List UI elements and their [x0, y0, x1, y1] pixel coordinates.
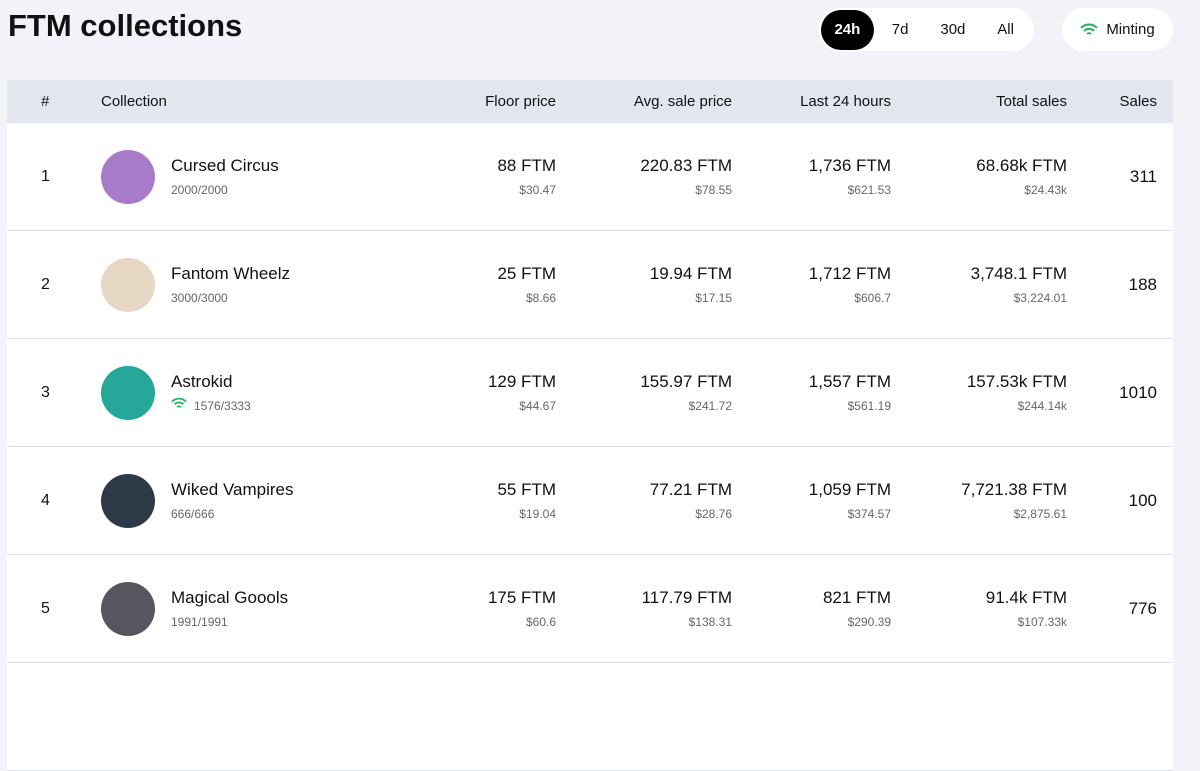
usd-total: $2,875.61 [1013, 507, 1067, 521]
collection-supply: 1576/3333 [194, 399, 251, 413]
rank: 2 [41, 276, 50, 293]
sales: 1010 [1119, 383, 1157, 402]
usd-total: $244.14k [1017, 399, 1067, 413]
table-header: # Collection Floor price Avg. sale price… [7, 80, 1173, 123]
period-button[interactable]: All [997, 20, 1014, 38]
collection-name: Magical Goools [171, 588, 289, 607]
table-row[interactable]: 2 Fantom Wheelz 3000/3000 25 FTM $8.66 19.94 … [7, 231, 1173, 339]
value-last24: 821 FTM [822, 588, 891, 607]
page: FTM collections 24h 7d 30d All Minting #… [7, 8, 1173, 771]
value-last24: 1,736 FTM [808, 156, 891, 175]
value-total: 157.53k FTM [966, 372, 1067, 391]
value-total: 91.4k FTM [985, 588, 1067, 607]
usd-total: $107.33k [1017, 615, 1067, 629]
rank: 1 [41, 168, 50, 185]
table-row[interactable]: 4 Wiked Vampires 666/666 55 FTM $19.04 77.21 … [7, 447, 1173, 555]
collection-supply: 1991/1991 [171, 615, 228, 629]
value-avg: 117.79 FTM [641, 588, 732, 607]
value-last24: 1,059 FTM [808, 480, 891, 499]
value-floor: 55 FTM [497, 480, 556, 499]
sales: 311 [1129, 167, 1157, 186]
usd-last24: $606.7 [854, 291, 891, 305]
value-avg: 19.94 FTM [649, 264, 732, 283]
value-avg: 220.83 FTM [640, 156, 732, 175]
value-floor: 88 FTM [497, 156, 556, 175]
period-button[interactable]: 7d [891, 20, 909, 38]
column-header: # [41, 93, 50, 110]
table-row[interactable]: 1 Cursed Circus 2000/2000 88 FTM $30.47 220.8… [7, 123, 1173, 231]
collection-avatar [101, 258, 155, 312]
collection-supply: 3000/3000 [171, 291, 228, 305]
period-button[interactable]: 30d [940, 20, 966, 38]
minting-icon [171, 397, 187, 415]
period-selector: 24h 7d 30d All [819, 8, 1034, 51]
column-header: Collection [101, 93, 167, 110]
value-avg: 77.21 FTM [649, 480, 732, 499]
sales: 188 [1128, 275, 1157, 294]
value-floor: 25 FTM [497, 264, 556, 283]
usd-avg: $17.15 [695, 291, 732, 305]
column-header: Last 24 hours [800, 93, 891, 110]
usd-total: $24.43k [1024, 183, 1067, 197]
value-floor: 129 FTM [487, 372, 556, 391]
rank: 3 [41, 384, 50, 401]
usd-floor: $60.6 [525, 615, 556, 629]
period-button[interactable]: 24h [821, 9, 874, 50]
collection-avatar [101, 474, 155, 528]
minting-button[interactable]: Minting [1062, 8, 1173, 51]
usd-total: $3,224.01 [1013, 291, 1067, 305]
table-row[interactable]: 5 Magical Goools 1991/1991 175 FTM $60.6 117.… [7, 555, 1173, 663]
rank: 4 [41, 492, 50, 509]
column-header: Floor price [485, 93, 556, 110]
collection-avatar [101, 366, 155, 420]
table-row-partial [7, 663, 1173, 771]
value-last24: 1,557 FTM [808, 372, 891, 391]
value-total: 7,721.38 FTM [961, 480, 1067, 499]
usd-avg: $241.72 [688, 399, 732, 413]
table-row[interactable]: 3 Astrokid 1576/3333 129 FTM $44.67 155.97 FT… [7, 339, 1173, 447]
usd-floor: $44.67 [519, 399, 556, 413]
usd-floor: $19.04 [519, 507, 556, 521]
value-last24: 1,712 FTM [808, 264, 891, 283]
collection-name: Cursed Circus [171, 156, 279, 175]
collection-supply: 666/666 [171, 507, 215, 521]
usd-avg: $28.76 [695, 507, 732, 521]
column-header: Avg. sale price [633, 93, 732, 110]
collection-supply: 2000/2000 [171, 183, 228, 197]
wifi-icon [1080, 23, 1099, 35]
usd-last24: $374.57 [847, 507, 891, 521]
column-header: Sales [1119, 93, 1157, 110]
column-header: Total sales [996, 93, 1067, 110]
value-avg: 155.97 FTM [640, 372, 732, 391]
rank: 5 [41, 600, 50, 617]
usd-last24: $290.39 [847, 615, 891, 629]
sales: 100 [1128, 491, 1157, 510]
collection-avatar [101, 582, 155, 636]
usd-avg: $138.31 [688, 615, 732, 629]
usd-floor: $30.47 [519, 183, 556, 197]
collection-name: Fantom Wheelz [171, 264, 291, 283]
collection-avatar [101, 150, 155, 204]
value-floor: 175 FTM [487, 588, 556, 607]
minting-label: Minting [1106, 21, 1155, 38]
usd-avg: $78.55 [695, 183, 732, 197]
collection-name: Wiked Vampires [171, 480, 294, 499]
sales: 776 [1128, 599, 1157, 618]
page-title: FTM collections [8, 8, 243, 43]
usd-last24: $621.53 [847, 183, 891, 197]
value-total: 3,748.1 FTM [970, 264, 1067, 283]
collection-name: Astrokid [171, 372, 233, 391]
collections-table: # Collection Floor price Avg. sale price… [7, 80, 1173, 771]
usd-floor: $8.66 [525, 291, 556, 305]
value-total: 68.68k FTM [976, 156, 1067, 175]
usd-last24: $561.19 [847, 399, 891, 413]
